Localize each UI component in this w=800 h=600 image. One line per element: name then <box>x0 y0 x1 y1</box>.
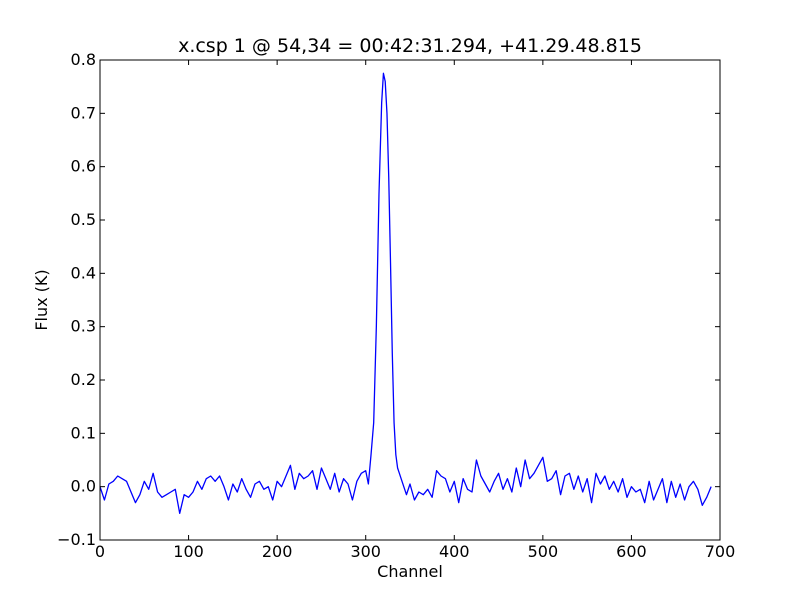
y-tick-label: 0.7 <box>71 103 96 122</box>
y-tick-label: 0.3 <box>71 317 96 336</box>
y-tick-label: 0.4 <box>71 263 96 282</box>
y-tick-label: 0.0 <box>71 477 96 496</box>
axis-ticks: 0 100 200 300 400 500 600 700 −0.1 0.0 0.1 0.2 0.3 0.… <box>57 50 735 561</box>
y-axis-label: Flux (K) <box>32 269 51 330</box>
x-tick-label: 300 <box>350 542 381 561</box>
x-tick-label: 600 <box>616 542 647 561</box>
plot-area <box>99 72 712 514</box>
y-tick-label: 0.5 <box>71 210 96 229</box>
x-tick-label: 100 <box>173 542 204 561</box>
x-tick-label: 0 <box>95 542 105 561</box>
y-tick-label: −0.1 <box>57 530 96 549</box>
x-axis-label: Channel <box>377 562 443 581</box>
y-tick-label: 0.1 <box>71 423 96 442</box>
x-tick-label: 500 <box>528 542 559 561</box>
y-tick-label: 0.2 <box>71 370 96 389</box>
chart-title: x.csp 1 @ 54,34 = 00:42:31.294, +41.29.4… <box>178 35 642 57</box>
x-tick-label: 400 <box>439 542 470 561</box>
x-tick-label: 200 <box>262 542 293 561</box>
spectrum-line <box>99 72 712 514</box>
y-tick-label: 0.8 <box>71 50 96 69</box>
y-tick-label: 0.6 <box>71 157 96 176</box>
plot-frame <box>99 59 721 541</box>
x-tick-label: 700 <box>705 542 736 561</box>
